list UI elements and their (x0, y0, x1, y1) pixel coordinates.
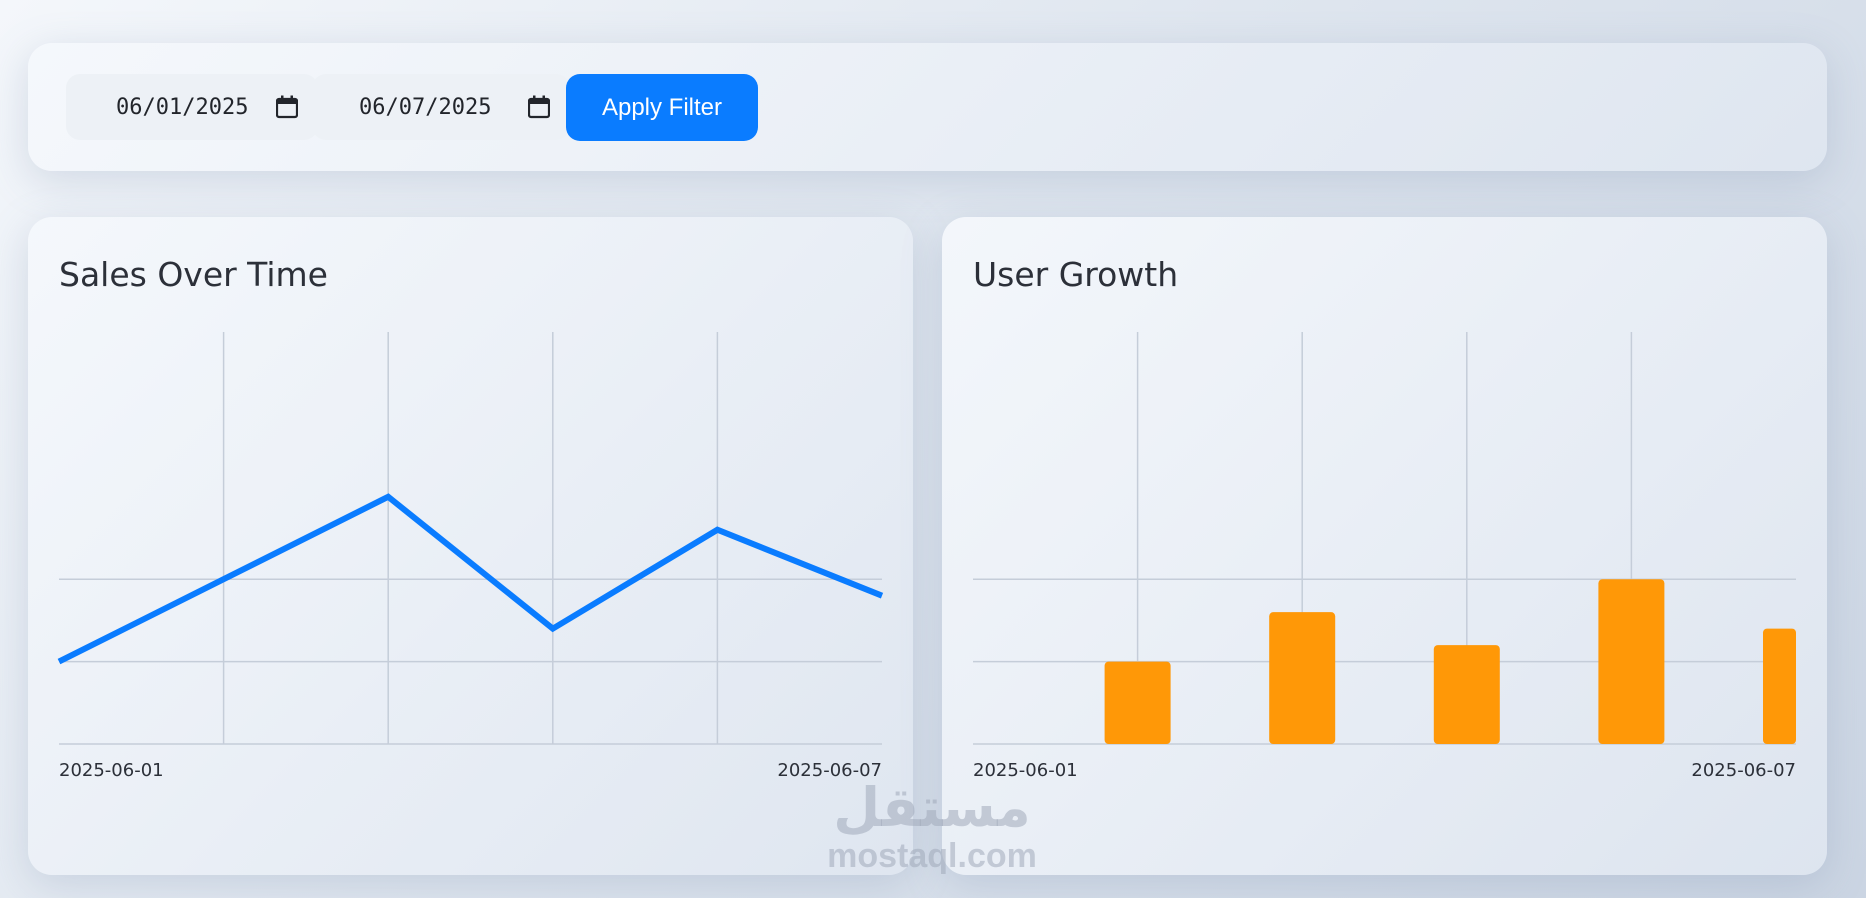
chart-title: Sales Over Time (59, 255, 328, 294)
sales-chart-card: Sales Over Time 2025-06-01 2025-06-07 (28, 217, 913, 875)
calendar-icon[interactable] (528, 95, 550, 119)
user-growth-bar (1269, 612, 1336, 744)
user-growth-bar (1598, 579, 1665, 744)
sales-series-line (57, 493, 884, 665)
x-tick-label: 2025-06-07 (777, 760, 882, 781)
sales-line-chart: 2025-06-01 2025-06-07 (57, 332, 884, 781)
user-growth-bar (1104, 661, 1171, 744)
x-tick-label: 2025-06-07 (1691, 760, 1796, 781)
user-growth-bar (1433, 645, 1500, 744)
start-date-input[interactable]: 06/01/2025 (66, 74, 318, 140)
user-growth-chart-card: User Growth 2025-06-01 2025-06-07 (942, 217, 1827, 875)
watermark-latin-text: mostaql.com (827, 837, 1037, 875)
x-tick-label: 2025-06-01 (59, 760, 164, 781)
filter-bar: 06/01/2025 06/07/2025 Apply Filter (28, 43, 1827, 171)
chart-title: User Growth (973, 255, 1179, 294)
user-growth-bar (1763, 628, 1796, 744)
watermark-arabic-text: مستقل (833, 776, 1031, 839)
end-date-input[interactable]: 06/07/2025 (312, 74, 570, 140)
x-tick-label: 2025-06-01 (973, 760, 1078, 781)
apply-filter-button[interactable]: Apply Filter (566, 74, 758, 141)
calendar-icon[interactable] (276, 95, 298, 119)
end-date-value: 06/07/2025 (359, 94, 492, 120)
mostaql-watermark-logo: مستقل mostaql.com (812, 780, 1052, 880)
user-growth-bar-chart: 2025-06-01 2025-06-07 (973, 332, 1796, 781)
start-date-value: 06/01/2025 (116, 94, 249, 120)
